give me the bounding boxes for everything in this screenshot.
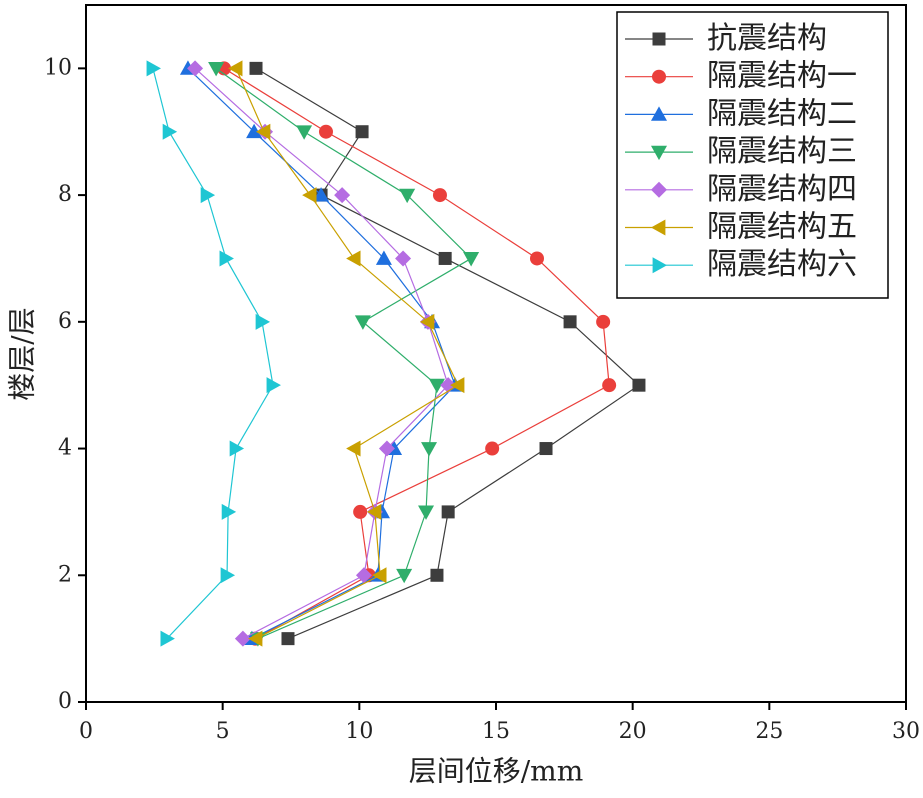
marker [187,60,204,77]
y-tick-label: 10 [44,55,72,80]
x-tick-label: 20 [619,719,647,744]
legend-marker [651,181,667,198]
marker [366,503,382,520]
x-tick-label: 5 [216,719,230,744]
marker [563,315,577,329]
x-tick-label: 15 [482,719,510,744]
series-line [152,68,274,640]
series [146,60,281,647]
marker [334,187,351,204]
marker [450,377,465,394]
marker [346,250,361,267]
legend-label: 隔震结构二 [707,96,857,131]
legend-label: 隔震结构一 [707,59,857,94]
marker [372,567,387,584]
marker [302,187,317,204]
marker [428,378,445,394]
marker [220,567,236,584]
legend-marker [652,257,667,274]
legend-marker [651,219,666,236]
marker [255,123,271,140]
marker [281,632,295,646]
marker [200,187,216,204]
marker [375,250,392,265]
legend-label: 抗震结构 [707,21,827,56]
marker [346,440,361,457]
marker [596,314,611,329]
x-tick-label: 10 [345,719,373,744]
legend-box [616,11,889,299]
y-tick-label: 2 [58,562,72,587]
marker [463,252,480,267]
marker [249,61,263,75]
marker [418,505,435,520]
series-line [255,67,640,640]
x-tick-label: 30 [892,719,920,744]
marker [313,187,330,202]
legend-label: 隔震结构六 [707,247,857,282]
y-axis-title: 楼层/层 [6,307,39,400]
marker [162,123,178,140]
series-line [223,67,610,640]
x-tick-label: 0 [79,719,93,744]
marker [255,313,271,330]
y-tick-label: 8 [58,182,72,207]
marker [208,61,225,77]
marker [485,441,500,456]
marker [399,188,416,204]
x-tick-label: 25 [755,719,783,744]
marker [530,251,544,266]
marker [266,377,281,394]
marker [221,503,237,520]
legend-marker [651,145,667,161]
marker [378,440,395,457]
legend-marker [652,69,666,84]
marker [229,440,245,457]
marker [354,315,371,330]
legend-marker [651,106,667,121]
marker [419,313,435,330]
y-tick-label: 6 [58,309,72,334]
marker [219,250,234,267]
legend-label: 隔震结构五 [707,210,857,245]
y-tick-label: 0 [58,689,72,714]
marker [228,60,243,77]
marker [395,250,412,267]
series [179,60,463,646]
marker [430,568,444,582]
series [228,60,465,647]
marker [146,60,161,77]
marker [353,504,368,519]
x-axis-title: 层间位移/mm [409,755,584,788]
marker [296,125,313,140]
legend-label: 隔震结构三 [707,134,857,169]
marker [355,125,369,139]
marker [432,188,447,203]
marker [248,630,263,647]
marker [438,251,452,265]
marker [160,630,175,647]
series-line [194,67,449,640]
marker [632,378,646,392]
marker [539,442,553,456]
marker [355,567,372,584]
marker [421,442,438,457]
marker [246,123,263,139]
series-line [235,68,459,640]
marker [234,630,251,647]
marker [441,505,455,519]
series [249,61,646,646]
legend-label: 隔震结构四 [707,172,857,207]
series-line [215,67,473,640]
marker [318,124,333,139]
marker [602,378,617,393]
marker [396,568,413,584]
legend-marker [652,32,666,46]
y-tick-label: 4 [58,436,72,461]
